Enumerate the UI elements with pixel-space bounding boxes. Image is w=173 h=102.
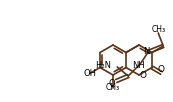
Text: OH: OH	[83, 69, 96, 78]
Text: NH: NH	[132, 60, 145, 69]
Text: CH₃: CH₃	[106, 84, 120, 93]
Text: O: O	[139, 70, 147, 79]
Text: O: O	[158, 64, 165, 74]
Text: N: N	[143, 47, 149, 55]
Text: H₂N: H₂N	[95, 60, 111, 69]
Text: O: O	[109, 79, 116, 88]
Text: CH₃: CH₃	[151, 24, 165, 33]
